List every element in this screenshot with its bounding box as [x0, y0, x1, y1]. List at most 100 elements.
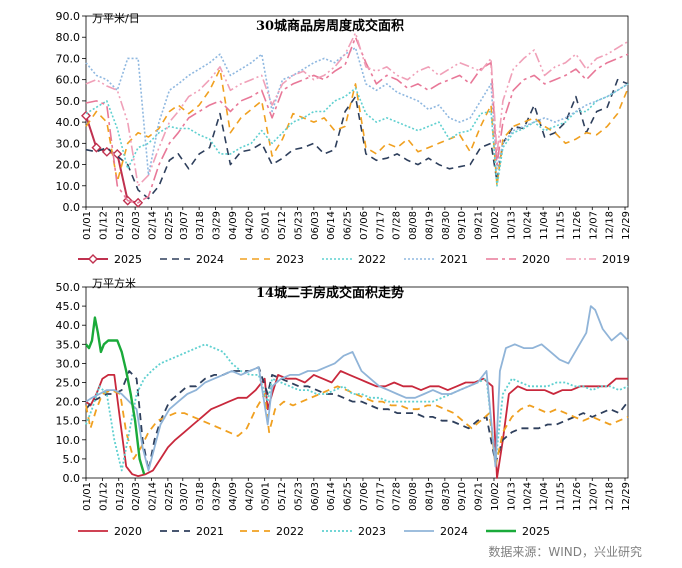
x-tick-label: 05/12 [277, 482, 288, 511]
data-source-note: 数据来源：WIND，兴业研究 [488, 545, 642, 559]
x-tick-label: 09/10 [457, 482, 468, 511]
x-tick-label: 02/03 [131, 482, 142, 511]
legend-label-2019: 2019 [602, 253, 630, 266]
legend-label-2020: 2020 [522, 253, 550, 266]
chart-title: 14城二手房成交面积走势 [256, 285, 404, 301]
y-tick-label: 0.0 [63, 201, 81, 214]
chart-title: 30城商品房周度成交面积 [256, 18, 404, 34]
legend-label-2022: 2022 [276, 525, 304, 538]
x-tick-label: 03/07 [179, 211, 190, 240]
x-tick-label: 01/01 [82, 482, 93, 511]
x-tick-label: 08/19 [424, 211, 435, 240]
x-tick-label: 08/30 [441, 482, 452, 511]
x-tick-label: 05/01 [261, 482, 272, 511]
x-tick-label: 02/14 [148, 211, 159, 240]
data-point-marker [91, 142, 102, 153]
y-tick-label: 50.0 [56, 95, 81, 108]
legend-label-2022: 2022 [358, 253, 386, 266]
legend-label-2024: 2024 [196, 253, 224, 266]
x-tick-label: 01/12 [98, 211, 109, 240]
x-tick-label: 06/25 [343, 211, 354, 240]
x-tick-label: 03/18 [195, 482, 206, 511]
x-tick-label: 12/29 [621, 211, 632, 240]
x-tick-label: 08/08 [408, 211, 419, 240]
y-tick-label: 10.0 [56, 434, 81, 447]
series-line-2021 [85, 47, 629, 176]
legend-label-2025: 2025 [522, 525, 550, 538]
x-tick-label: 10/24 [523, 211, 534, 240]
x-tick-label: 03/29 [212, 211, 223, 240]
y-tick-label: 35.0 [56, 338, 81, 351]
x-tick-label: 07/06 [359, 211, 370, 240]
unit-label: 万平方米 [92, 276, 136, 290]
y-tick-label: 30.0 [56, 357, 81, 370]
x-tick-label: 07/06 [359, 482, 370, 511]
legend-label-2023: 2023 [358, 525, 386, 538]
x-tick-label: 05/01 [261, 211, 272, 240]
y-tick-label: 40.0 [56, 319, 81, 332]
legend-label-2025: 2025 [114, 253, 142, 266]
x-tick-label: 07/28 [392, 211, 403, 240]
series-line-2019 [85, 32, 629, 187]
legend-label-2021: 2021 [440, 253, 468, 266]
data-point-marker [81, 110, 91, 121]
x-tick-label: 12/07 [588, 211, 599, 240]
x-tick-label: 12/18 [605, 211, 616, 240]
y-tick-label: 80.0 [56, 31, 81, 44]
y-tick-label: 90.0 [56, 10, 81, 23]
legend-label-2024: 2024 [440, 525, 468, 538]
x-tick-label: 03/07 [179, 482, 190, 511]
x-tick-label: 08/30 [441, 211, 452, 240]
x-tick-label: 01/01 [82, 211, 93, 240]
x-tick-label: 06/25 [343, 482, 354, 511]
series-line-2020 [85, 370, 628, 479]
series-line-2025 [85, 115, 139, 204]
series-line-2025 [85, 316, 146, 475]
x-tick-label: 11/15 [556, 482, 567, 511]
x-tick-label: 04/20 [244, 211, 255, 240]
x-tick-label: 02/25 [164, 482, 175, 511]
x-tick-label: 05/23 [293, 211, 304, 240]
x-tick-label: 01/23 [115, 211, 126, 240]
series-line-2023 [85, 343, 629, 472]
x-tick-label: 11/26 [572, 482, 583, 511]
x-tick-label: 07/17 [375, 482, 386, 511]
plot-frame [85, 15, 629, 208]
x-tick-label: 01/12 [98, 482, 109, 511]
x-tick-label: 11/04 [539, 211, 550, 240]
legend-label-2020: 2020 [114, 525, 142, 538]
x-tick-label: 07/28 [392, 482, 403, 511]
x-tick-label: 06/14 [326, 482, 337, 511]
x-tick-label: 10/13 [506, 211, 517, 240]
x-tick-label: 10/13 [506, 482, 517, 511]
x-tick-label: 10/24 [523, 482, 534, 511]
x-tick-label: 10/02 [490, 211, 501, 240]
x-tick-label: 09/21 [474, 211, 485, 240]
x-tick-label: 03/29 [212, 482, 223, 511]
y-tick-label: 45.0 [56, 300, 81, 313]
x-tick-label: 09/10 [457, 211, 468, 240]
x-tick-label: 11/04 [539, 482, 550, 511]
x-tick-label: 08/19 [424, 482, 435, 511]
x-tick-label: 07/17 [375, 211, 386, 240]
x-tick-label: 04/09 [228, 482, 239, 511]
series-line-2024 [85, 78, 629, 200]
y-tick-label: 0.0 [63, 472, 81, 485]
x-tick-label: 12/18 [605, 482, 616, 511]
unit-label: 万平米/日 [92, 12, 140, 25]
y-tick-label: 60.0 [56, 74, 81, 87]
series-line-2024 [85, 305, 629, 472]
x-tick-label: 08/08 [408, 482, 419, 511]
y-tick-label: 10.0 [56, 180, 81, 193]
series-line-2021 [85, 366, 629, 472]
x-tick-label: 04/20 [244, 482, 255, 511]
x-tick-label: 09/21 [474, 482, 485, 511]
x-tick-label: 05/12 [277, 211, 288, 240]
legend-marker [88, 254, 98, 264]
x-tick-label: 03/18 [195, 211, 206, 240]
series-line-2020 [85, 36, 629, 204]
chart-secondhand-14-cities: 14城二手房成交面积走势 万平方米 0.0 5.0 10.0 15.0 20.0 25.0… [56, 276, 633, 538]
x-tick-label: 11/26 [572, 211, 583, 240]
y-tick-label: 20.0 [56, 159, 81, 172]
